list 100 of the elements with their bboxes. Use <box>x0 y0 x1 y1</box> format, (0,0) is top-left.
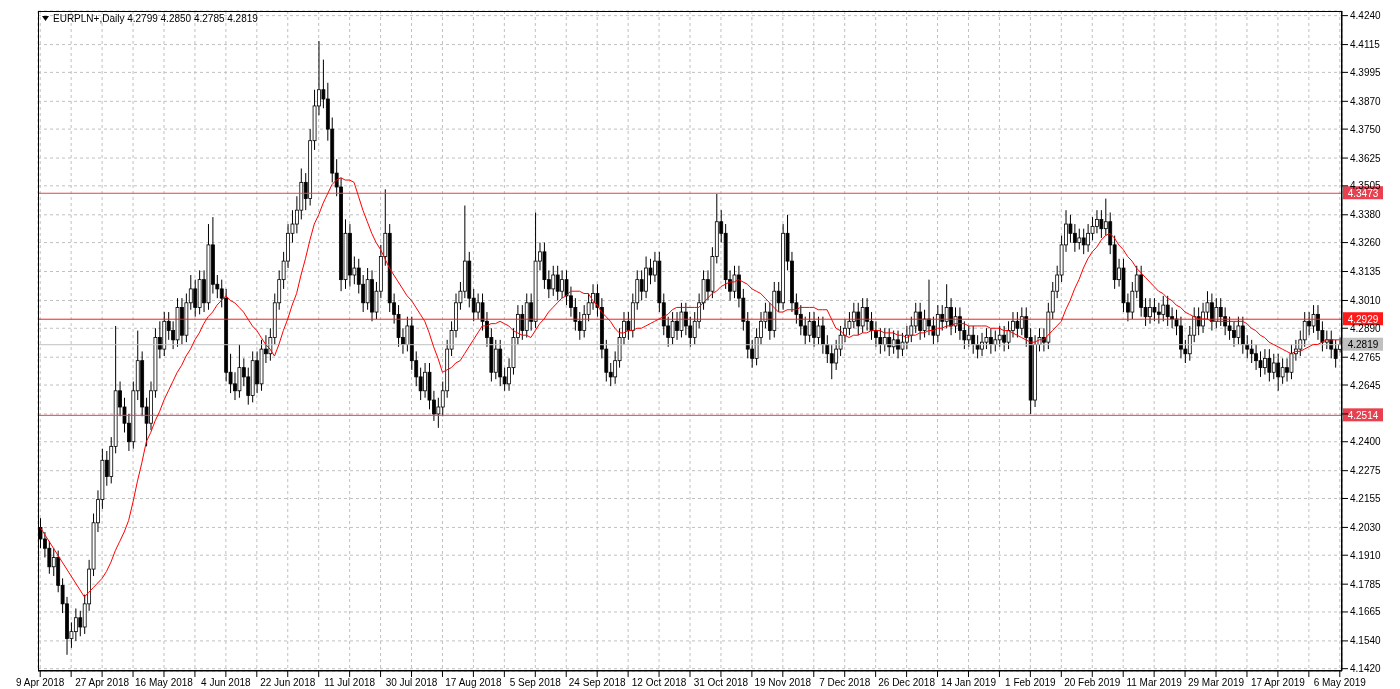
x-tick-label: 27 Apr 2018 <box>75 677 130 689</box>
candlestick <box>193 279 198 318</box>
candlestick <box>834 339 839 371</box>
candlestick <box>913 302 918 334</box>
candlestick <box>219 279 224 308</box>
candlestick <box>860 297 865 334</box>
candlestick <box>966 325 971 348</box>
ref-line-label: 4.2819 <box>1347 339 1379 351</box>
candlestick <box>732 265 737 299</box>
candlestick <box>1302 311 1307 348</box>
x-tick-label: 30 Jul 2018 <box>385 677 438 689</box>
x-tick-label: 11 Jul 2018 <box>324 677 376 689</box>
candlestick <box>1267 348 1272 383</box>
candlestick <box>940 304 945 332</box>
x-tick-label: 5 Sep 2018 <box>509 677 562 689</box>
candlestick <box>856 302 861 336</box>
candlestick <box>1152 297 1157 322</box>
candlestick <box>520 304 525 341</box>
y-tick-label: 4.2645 <box>1350 379 1382 391</box>
candlestick <box>829 343 834 380</box>
candlestick <box>1245 334 1250 359</box>
y-tick-label: 4.1910 <box>1350 549 1382 561</box>
y-tick-label: 4.3260 <box>1350 237 1382 249</box>
x-tick-label: 17 Apr 2019 <box>1250 677 1306 689</box>
candlestick <box>1271 353 1276 380</box>
candlestick <box>944 283 949 329</box>
x-tick-label: 19 Nov 2018 <box>754 677 812 689</box>
candlestick <box>1165 295 1170 327</box>
candlestick <box>670 311 675 345</box>
x-tick-label: 9 Apr 2018 <box>16 677 65 689</box>
y-tick-label: 4.2155 <box>1350 493 1382 505</box>
candlestick <box>988 327 993 355</box>
x-tick-label: 24 Sep 2018 <box>568 677 626 689</box>
candlestick <box>1214 297 1219 329</box>
candlestick <box>803 316 808 345</box>
candlestick <box>1002 325 1007 352</box>
candlestick <box>582 304 587 339</box>
candlestick <box>1276 353 1281 392</box>
x-tick-label: 22 Jun 2018 <box>260 677 316 689</box>
x-tick-label: 6 May 2019 <box>1313 677 1367 689</box>
candlestick <box>493 339 498 380</box>
candlestick <box>816 316 821 345</box>
x-tick-label: 14 Jan 2019 <box>940 677 997 689</box>
y-tick-label: 4.1785 <box>1350 578 1382 590</box>
candlestick <box>1236 316 1241 345</box>
candlestick <box>1081 228 1086 255</box>
x-tick-label: 29 Mar 2019 <box>1187 677 1245 689</box>
candlestick <box>1019 306 1024 336</box>
x-tick-label: 1 Feb 2019 <box>1005 677 1057 689</box>
y-tick-label: 4.3870 <box>1350 95 1382 107</box>
candlestick <box>1086 223 1091 253</box>
y-tick-label: 4.3625 <box>1350 152 1382 164</box>
candlestick <box>1240 316 1245 355</box>
y-tick-label: 4.2030 <box>1350 521 1382 533</box>
y-tick-label: 4.3380 <box>1350 209 1382 221</box>
candlestick <box>476 293 481 320</box>
candlestick <box>683 302 688 336</box>
y-tick-label: 4.2765 <box>1350 351 1382 363</box>
x-tick-label: 11 Mar 2019 <box>1126 677 1183 689</box>
ref-line-label: 4.2929 <box>1347 313 1379 325</box>
y-tick-label: 4.3135 <box>1350 266 1382 278</box>
x-tick-label: 20 Feb 2019 <box>1064 677 1121 689</box>
candlestick <box>1311 304 1316 334</box>
candlestick <box>679 302 684 339</box>
y-tick-label: 4.1420 <box>1350 663 1382 675</box>
candlestick <box>1156 302 1161 325</box>
candlestick <box>577 311 582 341</box>
candlestick <box>551 265 556 297</box>
candlestick <box>1015 311 1020 339</box>
x-tick-label: 16 May 2018 <box>135 677 194 689</box>
y-tick-label: 4.4240 <box>1350 10 1382 22</box>
candlestick <box>1072 223 1077 253</box>
candlestick <box>1218 297 1223 327</box>
x-tick-label: 26 Dec 2018 <box>878 677 936 689</box>
candlestick <box>1333 339 1338 369</box>
candlestick <box>1161 295 1166 322</box>
candlestick <box>1289 343 1294 380</box>
y-tick-label: 4.1665 <box>1350 606 1382 618</box>
candlestick <box>807 311 812 343</box>
y-tick-label: 4.3010 <box>1350 295 1382 307</box>
candlestick <box>882 327 887 352</box>
candlestick <box>935 304 940 343</box>
candlestick <box>1307 311 1312 336</box>
candlestick <box>365 267 370 311</box>
candlestick <box>1209 293 1214 332</box>
x-tick-label: 12 Oct 2018 <box>631 677 687 689</box>
y-tick-label: 4.2890 <box>1350 322 1382 334</box>
y-tick-label: 4.3995 <box>1350 66 1382 78</box>
y-tick-label: 4.2275 <box>1350 465 1382 477</box>
candlestick <box>918 302 923 341</box>
candlestick <box>887 327 892 357</box>
ref-line-label: 4.2514 <box>1347 409 1379 421</box>
candlestick <box>555 265 560 301</box>
candlestick <box>73 607 78 642</box>
candlestick <box>971 325 976 355</box>
x-tick-label: 4 Jun 2018 <box>201 677 252 689</box>
chart-title: EURPLN+,Daily 4.2799 4.2850 4.2785 4.2819 <box>53 13 258 24</box>
candlestick <box>1170 306 1175 329</box>
y-tick-label: 4.3750 <box>1350 123 1382 135</box>
y-tick-label: 4.1540 <box>1350 635 1382 647</box>
